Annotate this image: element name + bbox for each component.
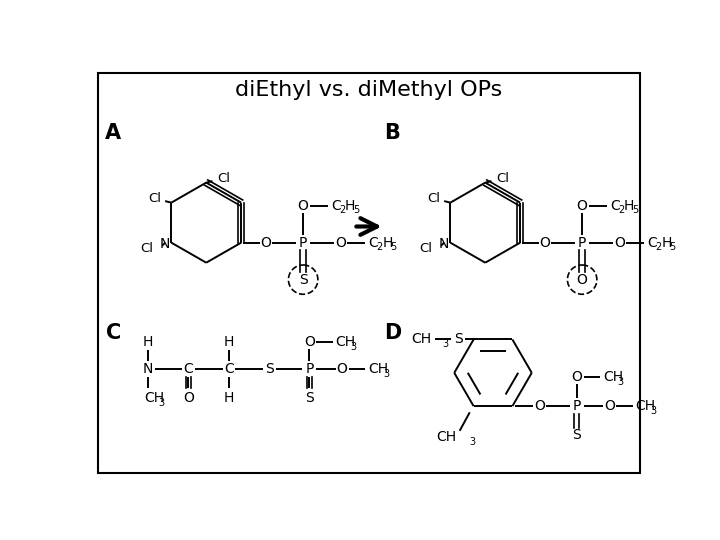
Text: S: S — [299, 273, 307, 287]
Text: S: S — [572, 428, 581, 442]
Text: 3: 3 — [443, 339, 449, 349]
Text: C: C — [368, 235, 378, 249]
Text: 2: 2 — [376, 242, 382, 252]
Text: O: O — [577, 273, 588, 287]
Text: H: H — [345, 199, 356, 213]
Text: C: C — [331, 199, 341, 213]
Text: H: H — [382, 235, 392, 249]
Text: 3: 3 — [618, 376, 624, 387]
Text: D: D — [384, 323, 401, 343]
Text: C: C — [647, 235, 657, 249]
Text: CH: CH — [603, 370, 624, 384]
Text: O: O — [336, 362, 347, 376]
Text: Cl: Cl — [496, 172, 509, 185]
Text: diEthyl vs. diMethyl OPs: diEthyl vs. diMethyl OPs — [235, 80, 503, 100]
Text: N: N — [439, 237, 449, 251]
Text: P: P — [305, 362, 313, 376]
Text: O: O — [571, 370, 582, 384]
Text: S: S — [305, 391, 314, 405]
Text: P: P — [578, 235, 586, 249]
Text: 2: 2 — [618, 205, 624, 215]
Text: O: O — [183, 391, 194, 405]
Text: Cl: Cl — [148, 192, 161, 205]
Text: 3: 3 — [383, 369, 389, 379]
Text: O: O — [297, 199, 309, 213]
Text: 3: 3 — [469, 436, 475, 447]
Text: B: B — [384, 123, 400, 143]
Text: H: H — [661, 235, 672, 249]
Text: O: O — [604, 399, 615, 413]
Text: CH: CH — [336, 335, 356, 349]
Text: S: S — [265, 362, 274, 376]
Text: O: O — [539, 235, 550, 249]
Text: O: O — [577, 199, 588, 213]
Text: O: O — [614, 235, 625, 249]
Text: 3: 3 — [158, 398, 164, 408]
Text: 5: 5 — [353, 205, 359, 215]
Text: Cl: Cl — [419, 242, 432, 255]
Text: N: N — [143, 362, 153, 376]
Text: 5: 5 — [631, 205, 638, 215]
Text: S: S — [454, 333, 462, 347]
Text: H: H — [223, 391, 234, 405]
Text: H: H — [624, 199, 634, 213]
Text: O: O — [261, 235, 271, 249]
Text: 3: 3 — [650, 406, 657, 416]
Text: A: A — [105, 123, 121, 143]
Text: 5: 5 — [390, 242, 396, 252]
Text: C: C — [610, 199, 620, 213]
Text: C: C — [184, 362, 193, 376]
Text: 5: 5 — [669, 242, 675, 252]
Text: N: N — [160, 237, 171, 251]
Text: O: O — [304, 335, 315, 349]
Text: CH: CH — [368, 362, 388, 376]
Text: CH: CH — [144, 391, 164, 405]
Text: Cl: Cl — [140, 242, 153, 255]
Text: O: O — [534, 399, 545, 413]
Text: P: P — [299, 235, 307, 249]
Text: O: O — [335, 235, 346, 249]
Text: CH: CH — [436, 430, 456, 444]
Text: Cl: Cl — [427, 192, 440, 205]
Text: 2: 2 — [655, 242, 661, 252]
Text: CH: CH — [412, 333, 432, 347]
Text: H: H — [143, 335, 153, 349]
Text: CH: CH — [636, 399, 656, 413]
Text: H: H — [223, 335, 234, 349]
Text: C: C — [106, 323, 121, 343]
Text: C: C — [224, 362, 233, 376]
Text: 3: 3 — [351, 342, 356, 352]
Text: Cl: Cl — [217, 172, 230, 185]
Text: 2: 2 — [339, 205, 345, 215]
Text: P: P — [572, 399, 581, 413]
